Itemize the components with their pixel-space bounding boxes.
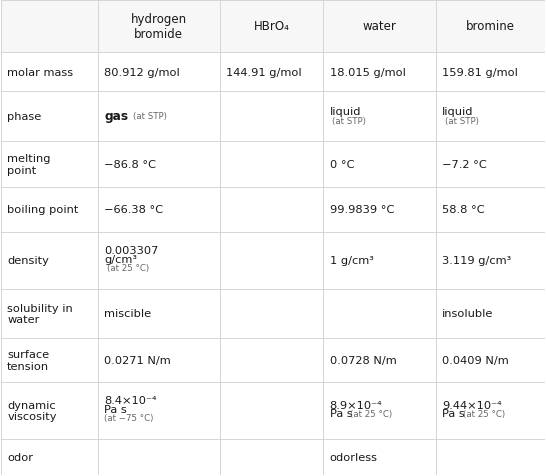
Text: (at STP): (at STP) [133, 112, 167, 121]
Text: (at −75 °C): (at −75 °C) [104, 413, 153, 422]
Text: Pa s: Pa s [330, 408, 352, 418]
Text: −86.8 °C: −86.8 °C [104, 159, 156, 169]
Text: 58.8 °C: 58.8 °C [442, 205, 485, 215]
Text: bromine: bromine [466, 20, 515, 33]
Bar [1, 0, 545, 53]
Text: (at 25 °C): (at 25 °C) [107, 263, 149, 272]
Text: −7.2 °C: −7.2 °C [442, 159, 487, 169]
Text: 1 g/cm³: 1 g/cm³ [330, 256, 373, 266]
Text: water: water [363, 20, 396, 33]
Text: boiling point: boiling point [7, 205, 79, 215]
Text: melting
point: melting point [7, 154, 51, 176]
Text: miscible: miscible [104, 309, 151, 319]
Text: 0.0271 N/m: 0.0271 N/m [104, 355, 171, 365]
Text: phase: phase [7, 112, 41, 122]
Text: 9.44×10⁻⁴: 9.44×10⁻⁴ [442, 400, 502, 410]
Text: g/cm³: g/cm³ [104, 254, 137, 264]
Text: 8.4×10⁻⁴: 8.4×10⁻⁴ [104, 395, 157, 405]
Text: gas: gas [104, 110, 128, 123]
Text: solubility in
water: solubility in water [7, 303, 73, 325]
Text: HBrO₄: HBrO₄ [253, 20, 289, 33]
Text: 0.0728 N/m: 0.0728 N/m [330, 355, 396, 365]
Text: 3.119 g/cm³: 3.119 g/cm³ [442, 256, 512, 266]
Text: 0.003307: 0.003307 [104, 245, 159, 255]
Text: 0.0409 N/m: 0.0409 N/m [442, 355, 509, 365]
Text: odor: odor [7, 452, 33, 462]
Text: 99.9839 °C: 99.9839 °C [330, 205, 394, 215]
Text: 159.81 g/mol: 159.81 g/mol [442, 68, 518, 78]
Text: 80.912 g/mol: 80.912 g/mol [104, 68, 180, 78]
Text: 0 °C: 0 °C [330, 159, 354, 169]
Text: (at STP): (at STP) [333, 117, 366, 126]
Text: odorless: odorless [330, 452, 378, 462]
Text: 144.91 g/mol: 144.91 g/mol [227, 68, 302, 78]
Text: molar mass: molar mass [7, 68, 73, 78]
Text: 18.015 g/mol: 18.015 g/mol [330, 68, 406, 78]
Text: liquid: liquid [330, 107, 361, 117]
Text: Pa s: Pa s [442, 408, 465, 418]
Text: surface
tension: surface tension [7, 349, 49, 371]
Text: insoluble: insoluble [442, 309, 494, 319]
Text: 8.9×10⁻⁴: 8.9×10⁻⁴ [330, 400, 382, 410]
Text: density: density [7, 256, 49, 266]
Text: Pa s: Pa s [104, 404, 127, 414]
Text: liquid: liquid [442, 107, 474, 117]
Text: (at 25 °C): (at 25 °C) [463, 409, 505, 418]
Text: −66.38 °C: −66.38 °C [104, 205, 163, 215]
Text: dynamic
viscosity: dynamic viscosity [7, 400, 57, 421]
Text: (at STP): (at STP) [445, 117, 479, 126]
Text: hydrogen
bromide: hydrogen bromide [130, 13, 187, 41]
Text: (at 25 °C): (at 25 °C) [351, 409, 393, 418]
